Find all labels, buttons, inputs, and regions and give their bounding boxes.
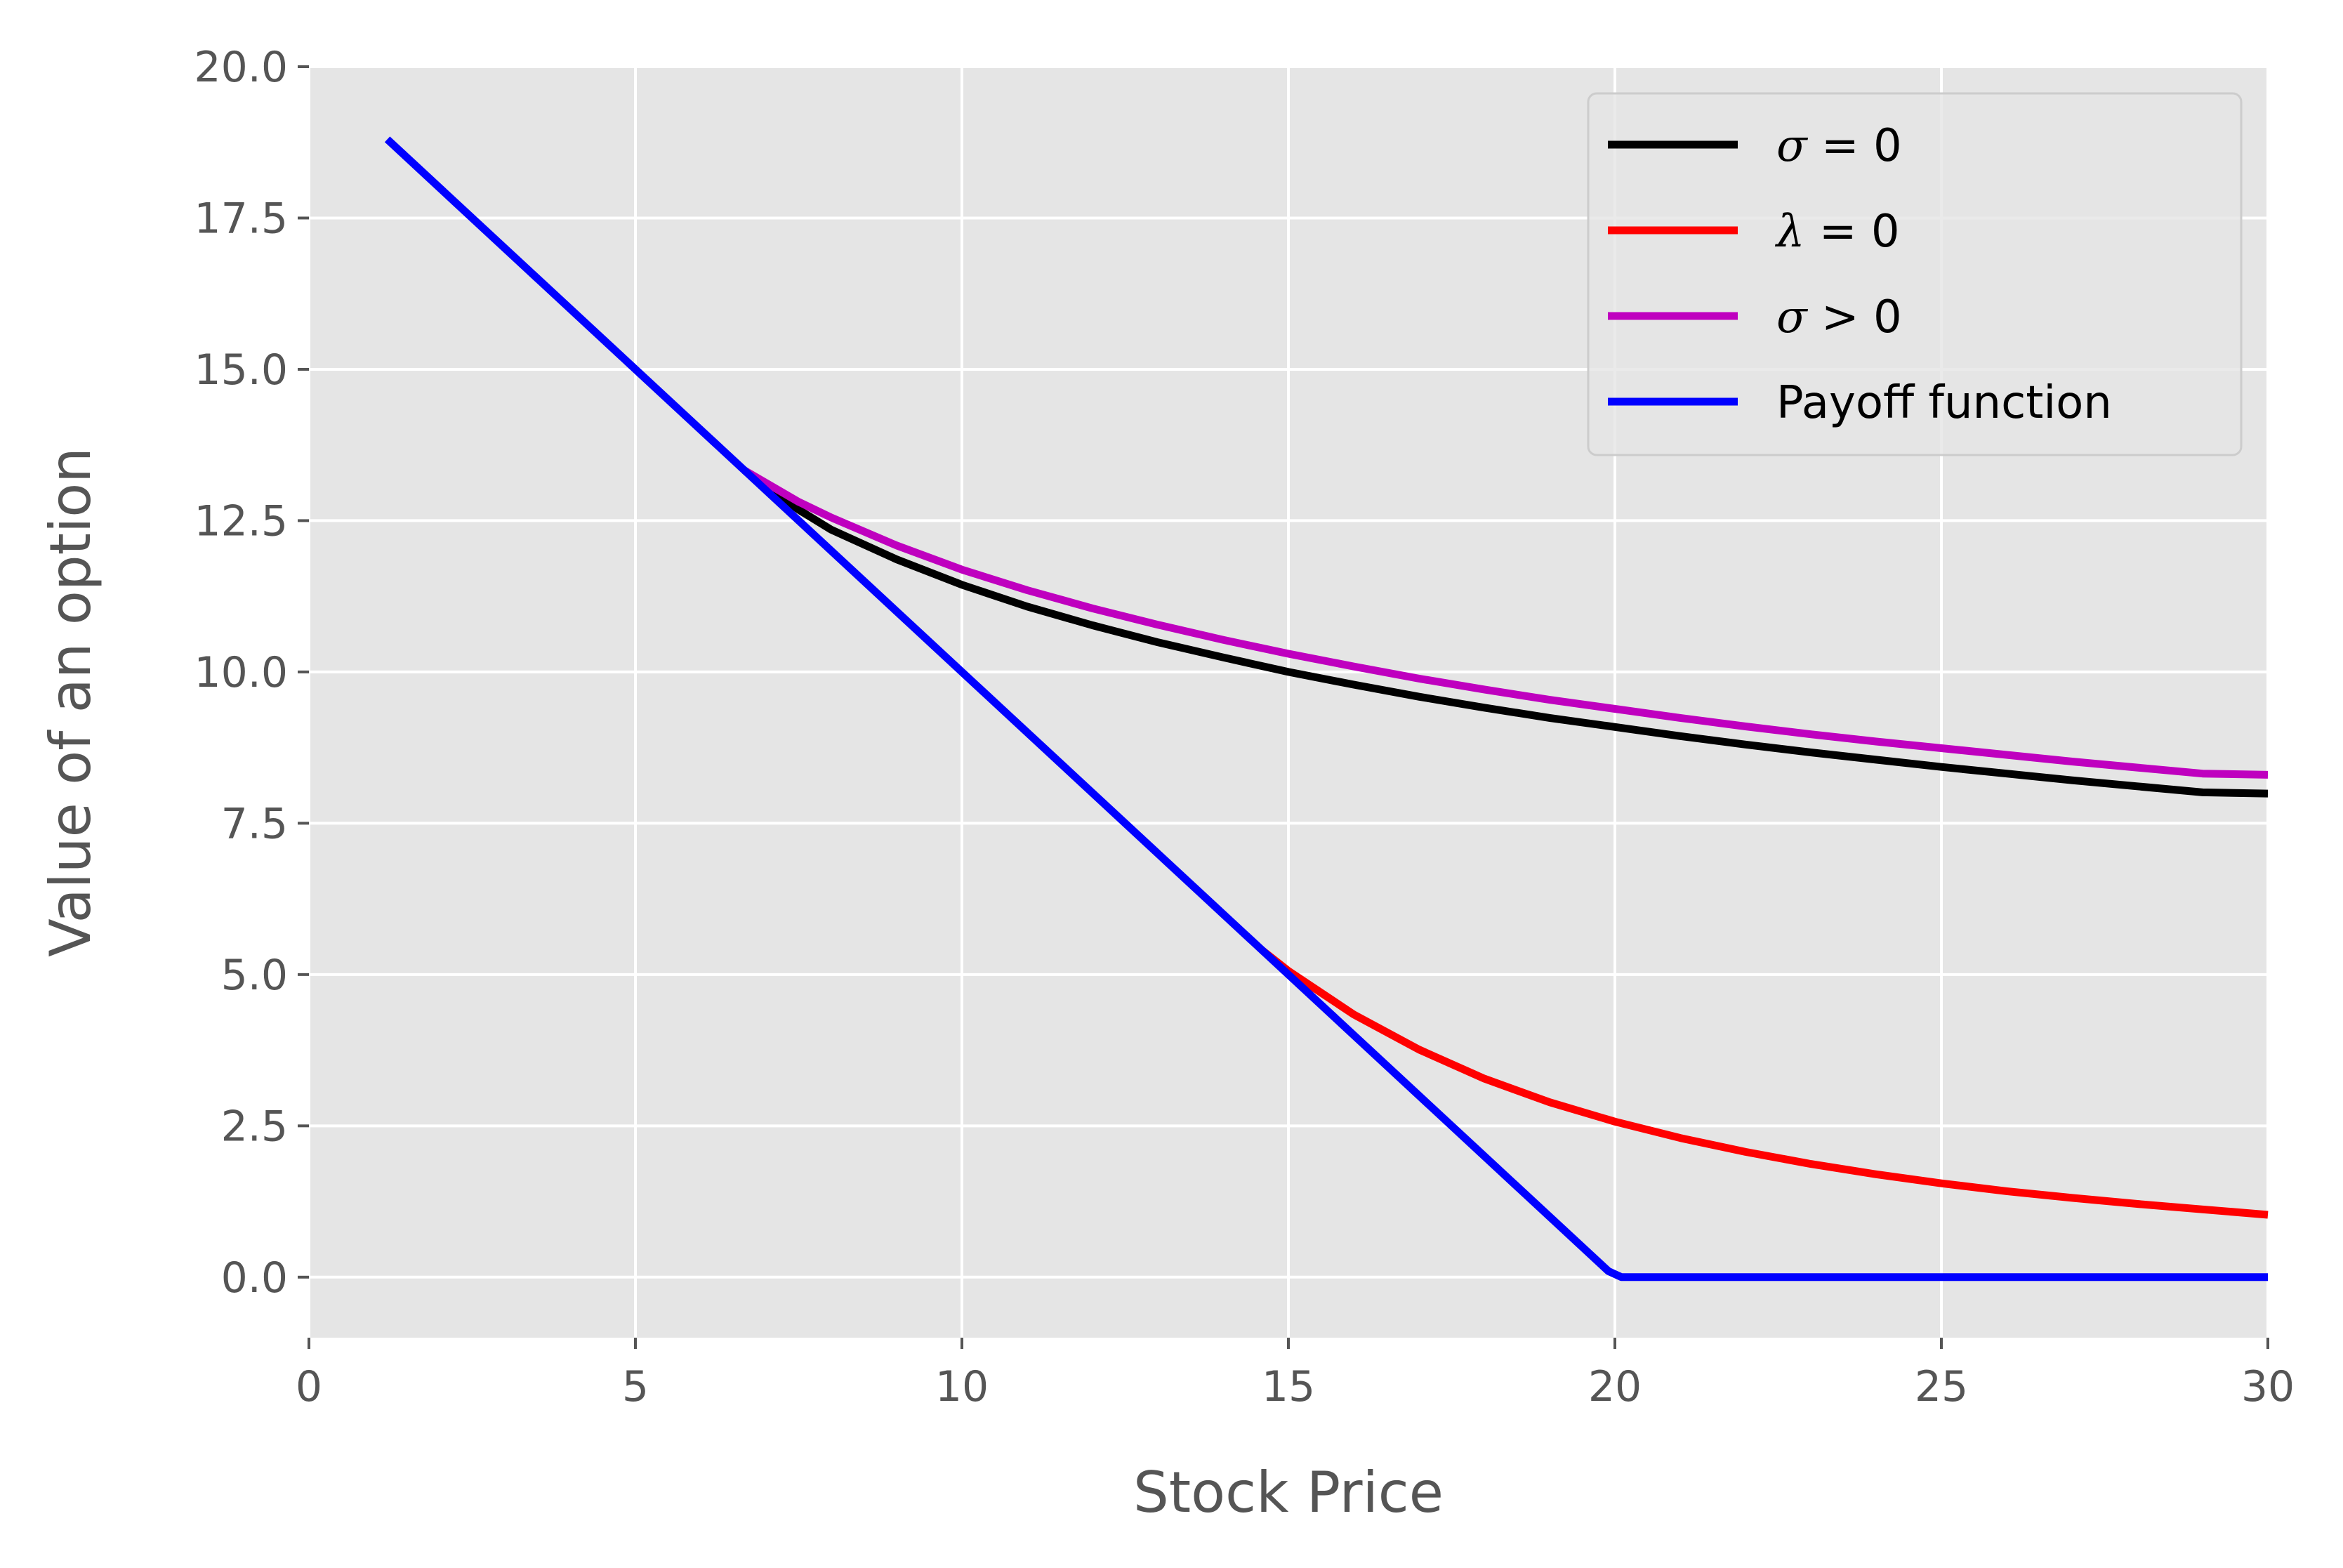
y-axis-label: Value of an option (38, 447, 103, 957)
y-tick-label: 12.5 (194, 496, 288, 546)
y-tick-label: 2.5 (221, 1102, 288, 1151)
x-axis-label: Stock Price (1133, 1460, 1444, 1525)
legend-box (1587, 92, 2243, 456)
x-axis-ticks: 0 5 10 15 20 25 30 (296, 1338, 2295, 1411)
legend-label-4: Payoff function (1776, 377, 2112, 429)
y-axis-ticks: 0.0 2.5 5.0 7.5 10.0 12.5 15.0 17.5 20.0 (194, 43, 309, 1303)
x-tick-label: 30 (2241, 1362, 2295, 1411)
x-tick-label: 15 (1262, 1362, 1315, 1411)
legend-label-1: σ = 0 (1776, 120, 1902, 172)
series-lines (384, 136, 2269, 1282)
x-tick-label: 5 (622, 1362, 649, 1411)
series-line-3 (742, 467, 2269, 779)
legend: σ = 0 λ = 0 σ > 0 Payoff function (1587, 92, 2243, 456)
series-line-1 (742, 467, 2269, 798)
x-tick-label: 0 (296, 1362, 322, 1411)
y-tick-label: 20.0 (194, 43, 288, 92)
legend-label-2: λ = 0 (1774, 206, 1900, 258)
y-tick-label: 5.0 (221, 951, 288, 1000)
series-line-4 (384, 136, 2268, 1282)
y-tick-label: 17.5 (194, 194, 288, 243)
series-line-2 (1260, 947, 2269, 1219)
x-tick-label: 20 (1588, 1362, 1642, 1411)
y-tick-label: 0.0 (221, 1253, 288, 1303)
y-tick-label: 10.0 (194, 648, 288, 697)
x-tick-label: 25 (1915, 1362, 1968, 1411)
y-tick-label: 15.0 (194, 345, 288, 395)
legend-label-3: σ > 0 (1776, 291, 1902, 343)
x-tick-label: 10 (935, 1362, 989, 1411)
y-tick-label: 7.5 (221, 799, 288, 848)
